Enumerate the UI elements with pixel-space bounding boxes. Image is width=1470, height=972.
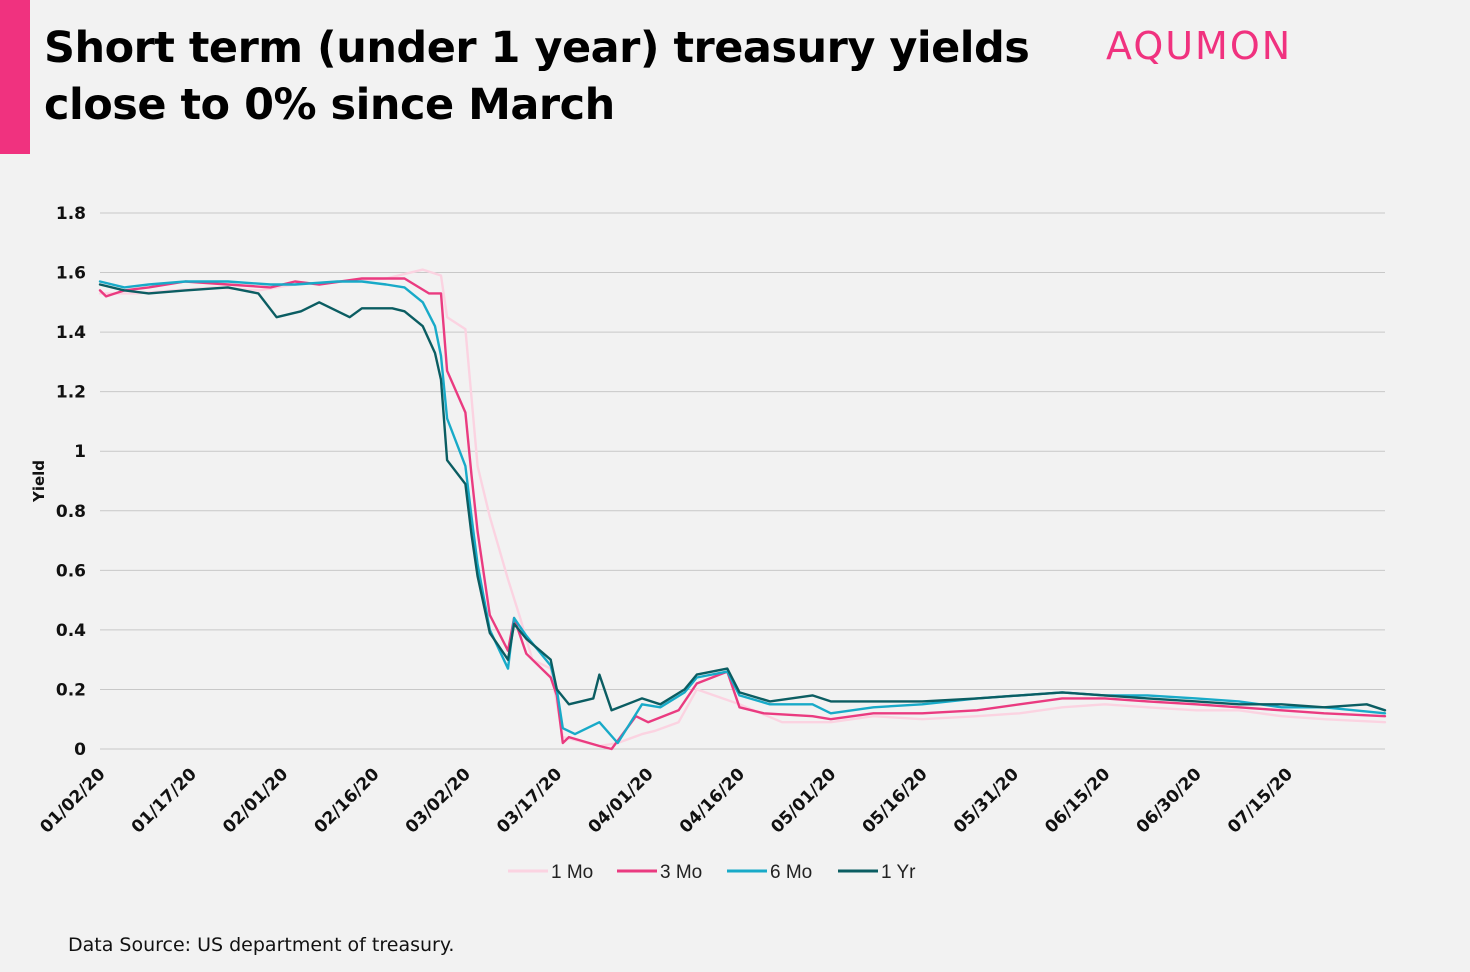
x-tick-label: 06/30/20 bbox=[1133, 764, 1206, 837]
y-tick-label: 1.8 bbox=[56, 204, 86, 224]
y-tick-label: 0.8 bbox=[56, 502, 86, 522]
legend-label: 1 Mo bbox=[551, 862, 593, 883]
y-tick-label: 0.6 bbox=[56, 561, 86, 581]
legend-label: 1 Yr bbox=[881, 862, 916, 883]
x-tick-label: 03/02/20 bbox=[402, 764, 475, 837]
x-tick-label: 01/17/20 bbox=[128, 764, 201, 837]
x-tick-label: 02/01/20 bbox=[219, 764, 292, 837]
series-line-3-mo bbox=[98, 277, 1387, 751]
x-tick-label: 05/16/20 bbox=[859, 764, 932, 837]
data-source-note: Data Source: US department of treasury. bbox=[68, 934, 455, 956]
y-tick-label: 1.2 bbox=[56, 383, 86, 403]
x-tick-label: 05/31/20 bbox=[950, 764, 1023, 837]
series-line-1-yr bbox=[98, 283, 1387, 712]
brand-logo: AQUMON bbox=[1106, 24, 1293, 68]
y-tick-label: 1.4 bbox=[56, 323, 86, 343]
x-tick-label: 06/15/20 bbox=[1041, 764, 1114, 837]
chart-title: Short term (under 1 year) treasury yield… bbox=[44, 23, 1030, 130]
x-tick-label: 03/17/20 bbox=[493, 764, 566, 837]
series-line-6-mo bbox=[98, 280, 1387, 745]
x-tick-label: 04/16/20 bbox=[676, 764, 749, 837]
y-tick-label: 0.4 bbox=[56, 621, 86, 641]
legend-label: 6 Mo bbox=[770, 862, 812, 883]
y-tick-label: 0 bbox=[74, 740, 86, 760]
series-lines bbox=[98, 268, 1387, 751]
y-axis-ticks: 0 0.2 0.4 0.6 0.8 1 1.2 1.4 1.6 1.8 bbox=[56, 204, 86, 760]
gridlines bbox=[100, 212, 1385, 750]
legend: 1 Mo 3 Mo 6 Mo 1 Yr bbox=[508, 862, 916, 883]
x-tick-label: 07/15/20 bbox=[1224, 764, 1297, 837]
accent-bar bbox=[0, 0, 30, 154]
y-axis-title: Yield bbox=[30, 460, 48, 503]
x-tick-label: 01/02/20 bbox=[36, 764, 109, 837]
y-tick-label: 0.2 bbox=[56, 680, 86, 700]
x-axis-ticks: 01/02/20 01/17/20 02/01/20 02/16/20 03/02/20… bbox=[36, 764, 1297, 837]
y-tick-label: 1 bbox=[74, 442, 86, 462]
x-tick-label: 02/16/20 bbox=[310, 764, 383, 837]
series-line-1-mo bbox=[98, 268, 1387, 748]
legend-label: 3 Mo bbox=[660, 862, 702, 883]
x-tick-label: 05/01/20 bbox=[767, 764, 840, 837]
y-tick-label: 1.6 bbox=[56, 264, 86, 284]
x-tick-label: 04/01/20 bbox=[585, 764, 658, 837]
